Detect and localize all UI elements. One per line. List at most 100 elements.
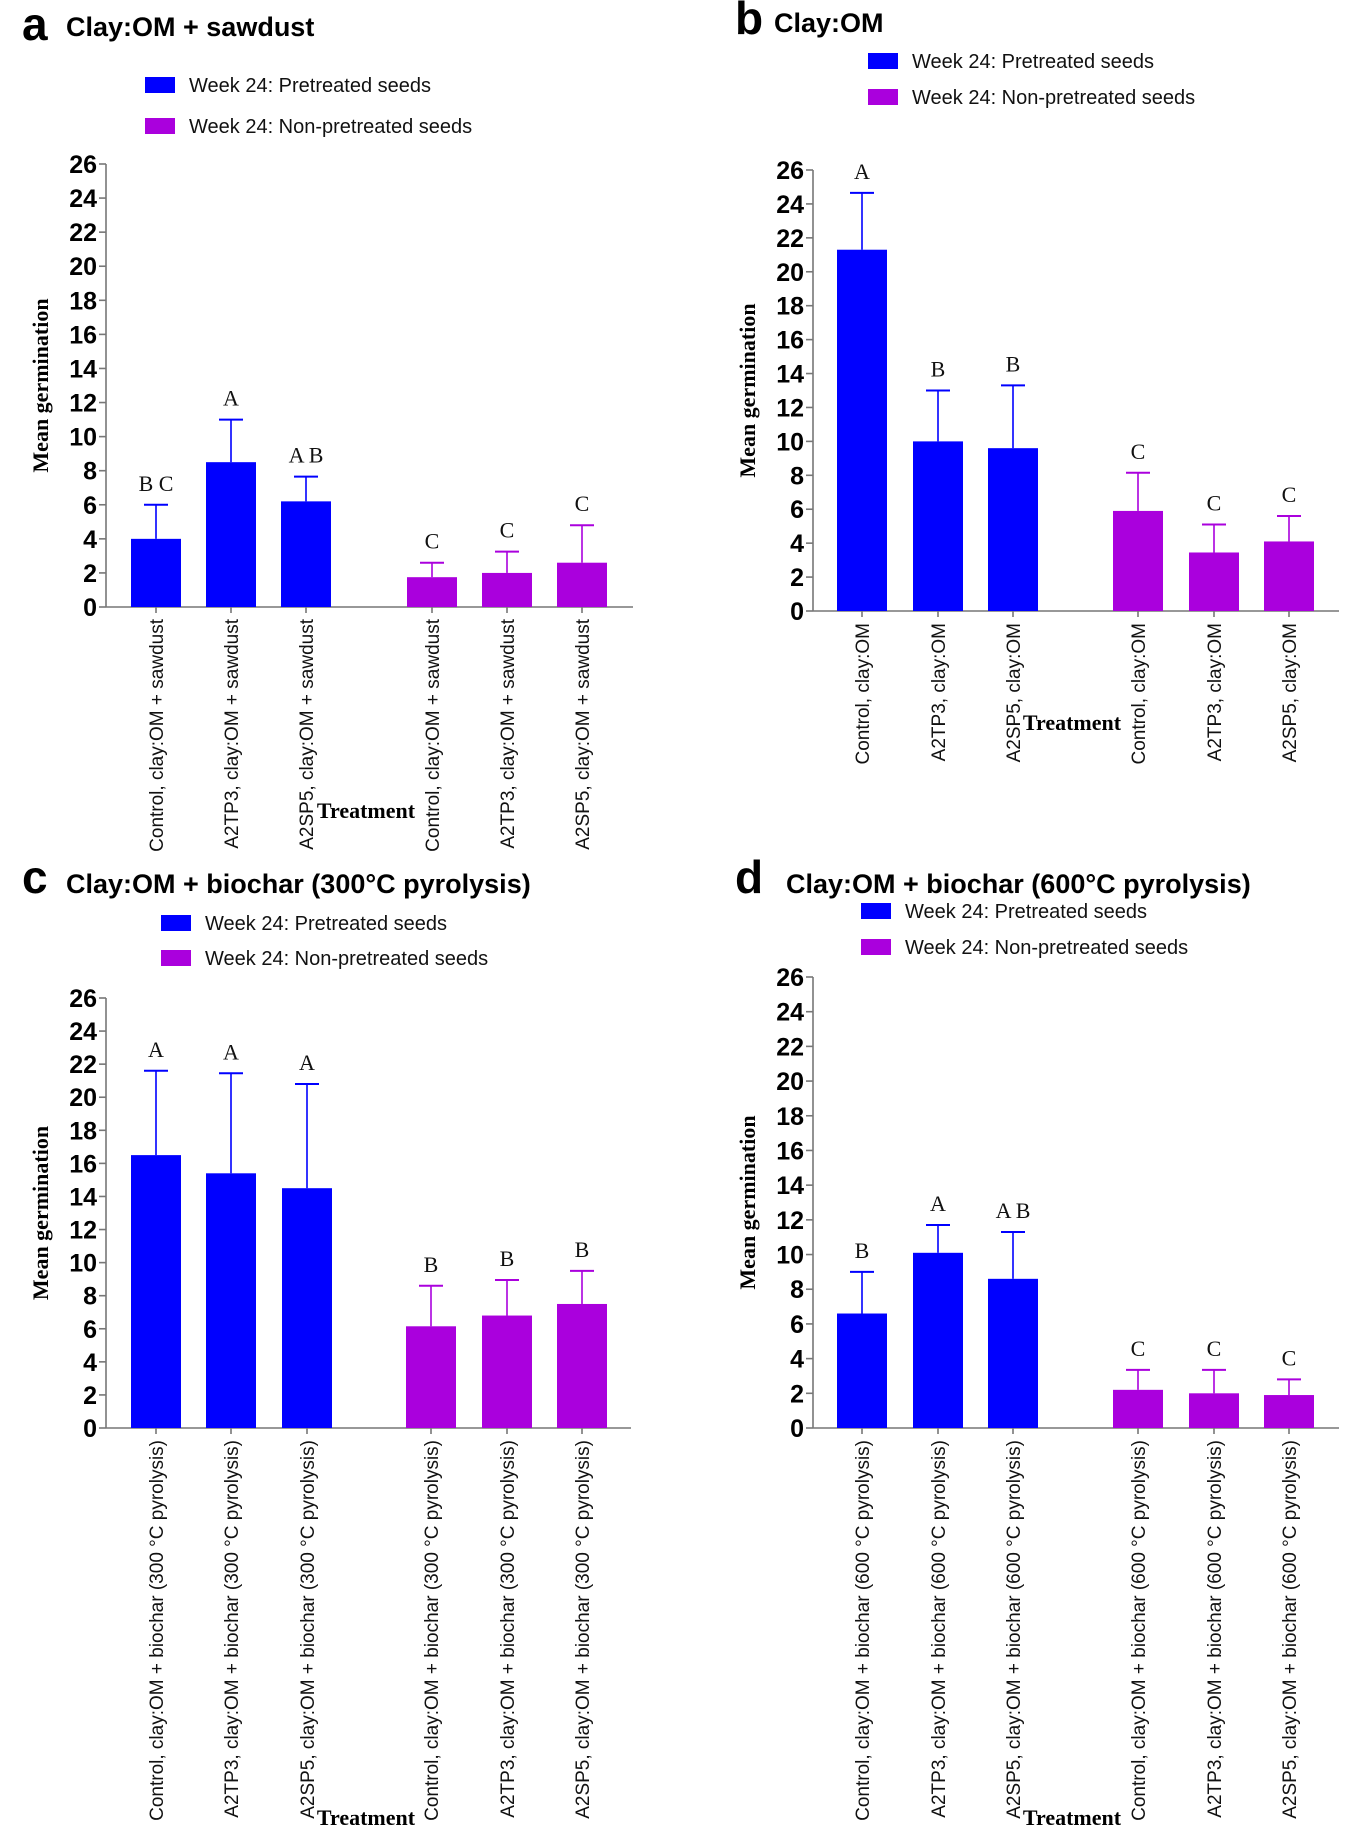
x-tick-label: A2SP5, clay:OM	[1280, 623, 1301, 762]
x-tick-label: Control, clay:OM + sawdust	[147, 618, 168, 852]
bar	[131, 1155, 181, 1428]
legend-item: Week 24: Non-pretreated seeds	[161, 948, 488, 970]
y-tick-label: 14	[776, 361, 804, 389]
x-tick-label: A2SP5, clay:OM + biochar (300 °C pyrolys…	[298, 1440, 319, 1819]
legend-label: Week 24: Pretreated seeds	[912, 51, 1154, 73]
x-axis-label: Treatment	[317, 798, 416, 823]
y-tick-label: 12	[776, 394, 804, 422]
bar	[206, 462, 256, 607]
x-tick-label: A2SP5, clay:OM + biochar (600 °C pyrolys…	[1004, 1440, 1025, 1819]
bar	[206, 1173, 256, 1428]
significance-letter: A	[223, 386, 239, 411]
legend-label: Week 24: Non-pretreated seeds	[205, 948, 488, 970]
x-tick-label: A2TP3, clay:OM + biochar (300 °C pyrolys…	[498, 1440, 519, 1818]
y-tick-label: 4	[83, 1349, 97, 1377]
y-tick-label: 20	[69, 253, 97, 281]
y-tick-label: 14	[69, 355, 97, 383]
significance-letter: B	[1006, 351, 1021, 376]
y-tick-label: 0	[790, 598, 804, 626]
bar	[1113, 510, 1163, 611]
legend-label: Week 24: Non-pretreated seeds	[912, 87, 1195, 109]
y-tick-label: 2	[83, 1382, 97, 1410]
panel-a: a Clay:OM + sawdust Week 24: Pretreated se…	[22, 0, 633, 852]
bar	[282, 1188, 332, 1428]
bar	[837, 1313, 887, 1428]
y-axis-label: Mean germination	[28, 1126, 53, 1300]
bar	[1264, 541, 1314, 611]
y-tick-label: 8	[83, 458, 97, 486]
y-tick-label: 4	[83, 526, 97, 554]
bar	[988, 1278, 1038, 1428]
significance-letter: B	[575, 1237, 590, 1262]
x-axis-label: Treatment	[1023, 1805, 1122, 1830]
y-tick-label: 22	[776, 1033, 804, 1061]
y-tick-label: 14	[776, 1172, 804, 1200]
y-tick-label: 2	[83, 560, 97, 588]
legend-swatch	[861, 939, 891, 955]
panel-title: Clay:OM + biochar (600°C pyrolysis)	[786, 869, 1251, 899]
x-tick-label: Control, clay:OM + biochar (300 °C pyrol…	[147, 1440, 168, 1821]
significance-letter: C	[1282, 1345, 1297, 1370]
y-tick-label: 16	[69, 1150, 97, 1178]
significance-letter: A	[930, 1191, 946, 1216]
legend: Week 24: Pretreated seeds Week 24: Non-pr…	[161, 913, 488, 970]
bar	[913, 441, 963, 611]
legend-item: Week 24: Pretreated seeds	[161, 913, 447, 935]
y-tick-label: 20	[776, 1068, 804, 1096]
significance-letter: C	[1207, 1336, 1222, 1361]
legend-item: Week 24: Pretreated seeds	[861, 901, 1147, 923]
y-tick-label: 10	[69, 424, 97, 452]
bar	[1189, 1393, 1239, 1428]
significance-letter: A	[854, 159, 870, 184]
panel-title: Clay:OM + biochar (300°C pyrolysis)	[66, 869, 531, 899]
y-tick-label: 12	[69, 390, 97, 418]
panel-c: c Clay:OM + biochar (300°C pyrolysis) Week…	[22, 851, 631, 1830]
legend: Week 24: Pretreated seeds Week 24: Non-pr…	[861, 901, 1188, 959]
y-tick-label: 22	[776, 225, 804, 253]
x-tick-label: Control, clay:OM	[1129, 623, 1150, 764]
bar	[557, 1303, 607, 1428]
y-tick-label: 6	[83, 492, 97, 520]
x-tick-label: A2TP3, clay:OM + biochar (600 °C pyrolys…	[1205, 1440, 1226, 1818]
y-tick-label: 22	[69, 219, 97, 247]
y-tick-label: 10	[69, 1250, 97, 1278]
y-axis-label: Mean germination	[735, 303, 760, 477]
legend-swatch	[868, 53, 898, 69]
significance-letter: A	[299, 1050, 315, 1075]
y-tick-label: 24	[776, 191, 804, 219]
bar	[281, 501, 331, 607]
bar	[1189, 552, 1239, 611]
panel-d: d Clay:OM + biochar (600°C pyrolysis)Week…	[735, 851, 1339, 1830]
x-tick-label: A2TP3, clay:OM + sawdust	[498, 618, 519, 848]
y-tick-label: 6	[83, 1316, 97, 1344]
significance-letter: C	[575, 491, 590, 516]
significance-letter: C	[425, 529, 440, 554]
significance-letter: B	[424, 1252, 439, 1277]
y-tick-label: 18	[776, 293, 804, 321]
significance-letter: B	[500, 1246, 515, 1271]
legend-item: Week 24: Non-pretreated seeds	[861, 937, 1188, 959]
x-tick-label: A2TP3, clay:OM + sawdust	[222, 618, 243, 848]
bar	[482, 572, 532, 607]
bar	[131, 538, 181, 607]
legend-swatch	[145, 118, 175, 134]
y-tick-label: 18	[776, 1103, 804, 1131]
bar	[1113, 1389, 1163, 1428]
legend-swatch	[161, 915, 191, 931]
significance-letter: B	[931, 357, 946, 382]
y-tick-label: 10	[776, 1242, 804, 1270]
y-tick-label: 26	[776, 157, 804, 185]
legend: Week 24: Pretreated seeds Week 24: Non-pr…	[145, 75, 472, 138]
legend-label: Week 24: Pretreated seeds	[189, 75, 431, 97]
bar	[557, 562, 607, 607]
bar	[406, 1326, 456, 1428]
y-tick-label: 14	[69, 1183, 97, 1211]
x-tick-label: Control, clay:OM + biochar (600 °C pyrol…	[1129, 1440, 1150, 1821]
legend-swatch	[868, 89, 898, 105]
y-tick-label: 24	[69, 185, 97, 213]
x-tick-label: A2SP5, clay:OM + sawdust	[573, 618, 594, 849]
significance-letter: C	[1131, 1336, 1146, 1361]
legend-label: Week 24: Pretreated seeds	[205, 913, 447, 935]
y-tick-label: 22	[69, 1051, 97, 1079]
